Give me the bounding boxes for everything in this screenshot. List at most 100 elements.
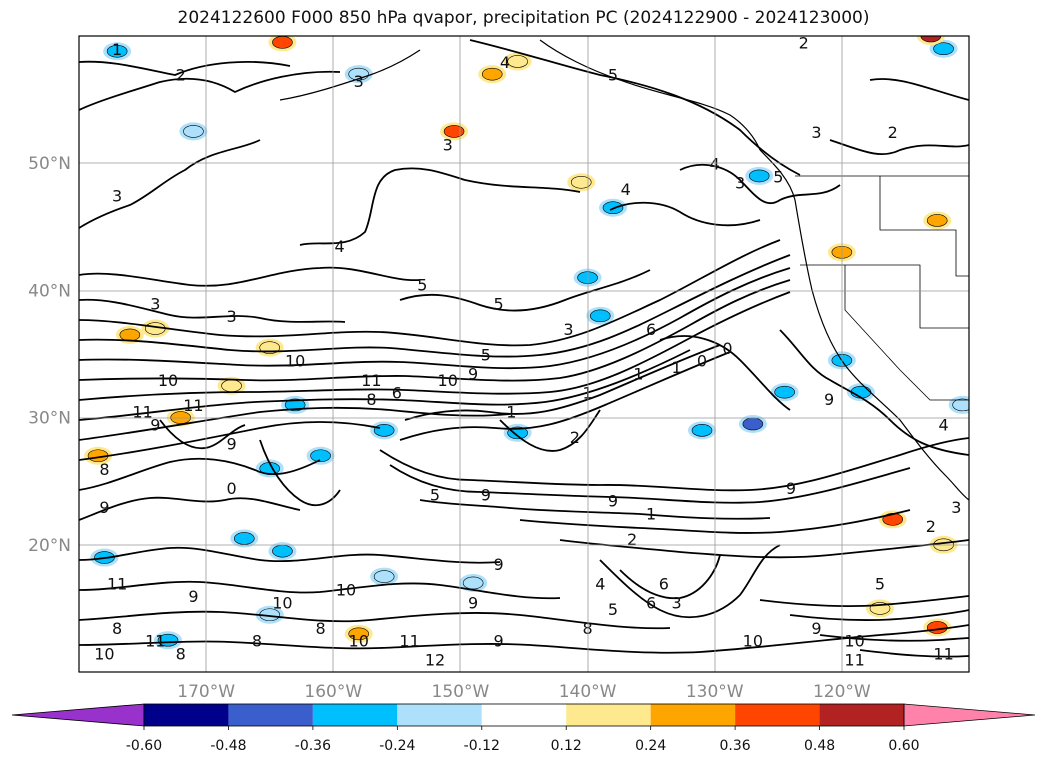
contour-line (79, 254, 791, 358)
contour-label: 6 (392, 384, 402, 403)
colorbar-tick-label: -0.24 (379, 738, 415, 754)
contour-label: 5 (493, 294, 503, 313)
precip-blob (373, 570, 395, 583)
precip-blob (774, 385, 795, 399)
contour-label: 9 (493, 632, 503, 651)
contour-label: 8 (112, 619, 122, 638)
contour-line (79, 610, 671, 630)
contour-line (79, 239, 781, 347)
contour-label: 5 (481, 345, 491, 364)
contour-line (299, 167, 581, 246)
colorbar-tick-label: -0.60 (126, 738, 162, 754)
contour-label: 0 (722, 339, 732, 358)
precip-blob (933, 42, 954, 56)
contour-label: 5 (430, 485, 440, 504)
contour-line (789, 609, 969, 622)
contour-label: 4 (621, 180, 631, 199)
contour-label: 11 (933, 644, 953, 663)
precip-blob (577, 271, 598, 284)
colorbar-segment (144, 704, 229, 726)
contour-label: 8 (176, 644, 186, 663)
contour-label: 12 (425, 651, 445, 670)
precip-blob (507, 426, 528, 440)
precip-blob (310, 449, 331, 463)
contour-label: 9 (99, 498, 109, 517)
lon-tick-label: 160°W (304, 682, 362, 702)
precip-blob (748, 169, 770, 183)
contour-line (859, 649, 969, 658)
contour-label: 0 (697, 352, 707, 371)
contour-label: 5 (875, 574, 885, 593)
qvapor-contours (79, 39, 969, 658)
contour-label: 3 (811, 123, 821, 142)
precip-blob (443, 125, 465, 138)
contour-labels: 1234352232435434553336510101110911119861… (94, 34, 961, 670)
colorbar-tick-label: -0.12 (464, 738, 500, 754)
contour-label: 1 (671, 358, 681, 377)
contour-label: 1 (112, 40, 122, 59)
contour-label: 10 (272, 593, 292, 612)
colorbar-segment (312, 704, 398, 726)
contour-line (389, 464, 911, 504)
contour-line (159, 419, 246, 450)
contour-label: 6 (646, 320, 656, 339)
contour-line (519, 509, 911, 534)
colorbar-tick-label: -0.36 (295, 738, 331, 754)
precip-blob (348, 627, 370, 641)
contour-label: 2 (926, 517, 936, 536)
contour-label: 1 (633, 364, 643, 383)
contour-label: 1 (506, 403, 516, 422)
contour-label: 3 (150, 294, 160, 313)
contour-label: 3 (951, 498, 961, 517)
contour-line (659, 335, 791, 411)
contour-label: 10 (438, 371, 458, 390)
contour-label: 4 (500, 53, 510, 72)
precip-blob (183, 125, 204, 138)
contour-label: 8 (99, 460, 109, 479)
colorbar-tick-label: -0.48 (210, 738, 246, 754)
chart-title: 2024122600 F000 850 hPa qvapor, precipit… (177, 8, 870, 28)
colorbar-frame (143, 703, 905, 727)
contour-label: 3 (226, 307, 236, 326)
plot-area (79, 36, 969, 672)
colorbar-segment (481, 704, 567, 726)
contour-label: 2 (888, 123, 898, 142)
map-grid (79, 36, 969, 672)
contour-label: 1 (646, 504, 656, 523)
contour-label: 9 (468, 593, 478, 612)
contour-line (79, 457, 321, 491)
precip-blob (952, 398, 969, 412)
colorbar-segment (819, 704, 904, 726)
precip-blob (481, 67, 503, 81)
lat-tick-label: 30°N (28, 409, 71, 429)
contour-label: 2 (799, 34, 809, 53)
contour-line (79, 70, 341, 111)
contour-label: 9 (786, 479, 796, 498)
contour-label: 10 (336, 581, 356, 600)
coastline (759, 149, 969, 501)
contour-label: 11 (145, 632, 165, 651)
contour-line (79, 60, 291, 76)
contour-label: 5 (773, 167, 783, 186)
contour-label: 11 (844, 651, 864, 670)
colorbar-segment (397, 704, 482, 726)
contour-line (399, 351, 731, 441)
contour-label: 9 (824, 390, 834, 409)
precip-blob (926, 621, 948, 634)
contour-line (79, 580, 561, 600)
colorbar-extend-low (11, 703, 145, 727)
precip-blob (233, 532, 255, 545)
colorbar-tick-label: 0.12 (551, 738, 582, 754)
precip-blob (926, 214, 948, 227)
contour-line (399, 269, 651, 312)
contour-line (79, 266, 421, 287)
contour-label: 9 (188, 587, 198, 606)
contour-line (79, 349, 691, 421)
coastline (539, 39, 761, 151)
precip-blob (850, 385, 872, 399)
precip-blob (284, 398, 306, 412)
contour-line (79, 496, 301, 521)
colorbar-tick-label: 0.48 (804, 738, 835, 754)
contour-label: 8 (315, 619, 325, 638)
precip-blob (742, 417, 764, 431)
